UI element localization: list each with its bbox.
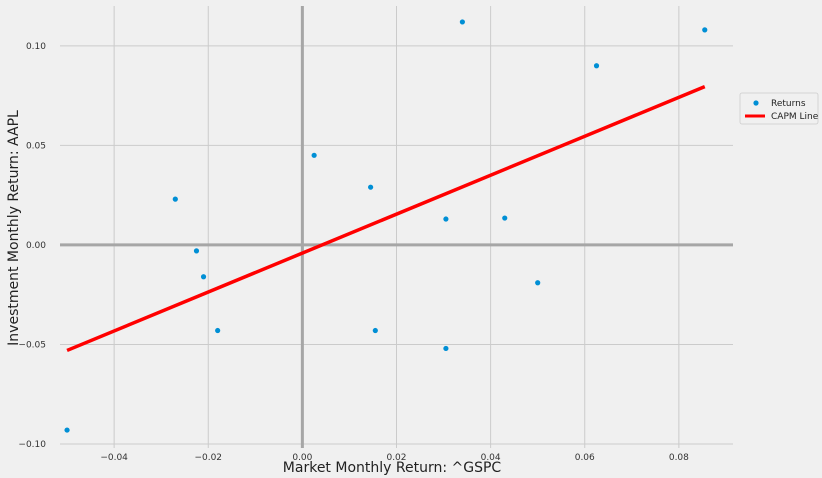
return-point	[311, 152, 317, 158]
returns-points-layer	[64, 19, 708, 433]
return-point	[502, 215, 508, 221]
return-point	[193, 248, 200, 254]
legend-returns-label: Returns	[771, 99, 806, 109]
return-point	[372, 327, 378, 334]
return-point	[459, 19, 465, 25]
legend-returns-marker	[753, 100, 759, 106]
return-point	[172, 196, 178, 202]
tick-labels: −0.04 −0.02 0.00 0.02 0.04 0.06 0.08 −0.10 −0.05…	[18, 42, 689, 463]
return-point	[200, 274, 207, 280]
x-tick-label: −0.04	[100, 453, 128, 463]
return-point	[64, 427, 70, 433]
y-tick-label: −0.10	[18, 440, 46, 450]
x-tick-label: −0.02	[194, 453, 222, 463]
return-point	[215, 327, 221, 334]
return-point	[443, 216, 449, 222]
x-axis-title: Market Monthly Return: ^GSPC	[283, 460, 502, 476]
y-tick-label: 0.10	[26, 42, 46, 52]
legend: Returns CAPM Line	[739, 92, 819, 125]
return-point	[443, 345, 449, 352]
legend-capm-label: CAPM Line	[771, 112, 819, 122]
x-tick-label: 0.08	[669, 453, 689, 463]
capm-line	[66, 85, 706, 353]
zero-lines	[60, 6, 733, 448]
return-point	[702, 27, 708, 33]
y-axis-title: Investment Monthly Return: AAPL	[6, 110, 22, 346]
capm-line-layer	[66, 85, 706, 353]
x-tick-label: 0.00	[292, 453, 312, 463]
return-point	[368, 184, 374, 190]
y-tick-label: 0.05	[26, 141, 46, 151]
x-tick-label: 0.02	[386, 453, 406, 463]
x-tick-label: 0.04	[481, 453, 501, 463]
grid-layer	[60, 6, 733, 448]
x-tick-label: 0.06	[575, 453, 595, 463]
y-tick-label: −0.05	[18, 340, 46, 350]
return-point	[593, 63, 600, 69]
return-point	[535, 280, 541, 286]
y-tick-label: 0.00	[26, 241, 46, 251]
